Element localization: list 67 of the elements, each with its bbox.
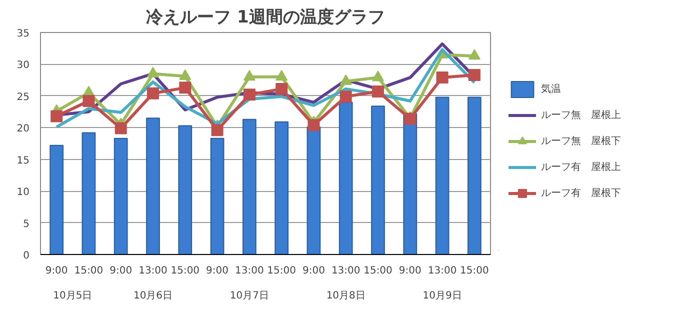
y-tick-label: 35	[16, 28, 30, 40]
text: 10月6日	[133, 290, 173, 302]
bar	[242, 118, 256, 254]
text: 10月7日	[230, 290, 269, 302]
legend-label: ルーフ有 屋根下	[541, 186, 621, 200]
point	[404, 112, 416, 125]
point	[50, 110, 63, 122]
x-tick-label: 15:00	[170, 266, 200, 276]
point	[147, 66, 159, 78]
text: 10月8日	[326, 290, 366, 302]
x-tick-label: 9:00	[110, 266, 132, 276]
point	[211, 124, 224, 136]
point	[243, 70, 256, 81]
point	[468, 49, 480, 60]
bar	[274, 121, 288, 254]
bar	[82, 132, 96, 254]
point	[276, 70, 288, 81]
y-tick-label: 15	[16, 155, 30, 166]
x-tick-label: 13:00	[331, 266, 360, 276]
point	[114, 122, 127, 134]
bar	[210, 138, 224, 254]
x-tick-label: 9:00	[206, 266, 229, 276]
point	[276, 82, 288, 95]
point	[179, 82, 192, 94]
x-tick-label: 13:00	[235, 266, 264, 276]
y-tick-label: 25	[16, 92, 30, 103]
point	[340, 74, 352, 86]
bar	[114, 138, 128, 254]
point	[436, 72, 448, 84]
x-tick-label: 15:00	[364, 266, 392, 276]
x-tick-label: 15:00	[267, 266, 296, 276]
point	[179, 69, 192, 80]
point	[243, 88, 256, 101]
point	[468, 68, 480, 81]
bar	[178, 125, 192, 254]
point	[147, 87, 159, 100]
chart-title: 冷えルーフ 1週間の温度グラフ	[146, 8, 385, 28]
bar	[435, 96, 450, 254]
x-tick-label: 13:00	[138, 266, 168, 276]
legend-label: ルーフ無 屋根上	[541, 108, 621, 122]
x-tick-label: 15:00	[74, 266, 104, 276]
x-tick-label: 13:00	[428, 266, 457, 276]
bar	[371, 106, 385, 254]
legend-label: ルーフ無 屋根下	[541, 134, 621, 148]
point	[340, 90, 352, 103]
x-tick-label: 9:00	[45, 266, 68, 276]
point	[82, 95, 95, 108]
legend-label: 気温	[541, 83, 561, 96]
point	[372, 85, 384, 98]
text: 10月9日	[422, 290, 462, 302]
x-tick-label: 9:00	[398, 266, 422, 276]
text: 10月5日	[53, 290, 92, 302]
x-tick-label: 15:00	[460, 266, 489, 276]
bar	[50, 144, 64, 254]
y-tick-label: 30	[16, 60, 30, 72]
point	[372, 70, 384, 82]
y-tick-label: 10	[16, 187, 30, 198]
bar	[338, 102, 353, 254]
point	[308, 119, 320, 132]
bar	[403, 113, 418, 254]
y-tick-label: 20	[16, 124, 30, 135]
y-tick-label: 0	[23, 250, 30, 262]
x-tick-label: 9:00	[302, 266, 325, 276]
y-tick-label: 5	[23, 218, 30, 230]
bar	[468, 96, 482, 254]
legend-label: ルーフ有 屋根上	[541, 160, 621, 174]
bar	[146, 118, 160, 254]
